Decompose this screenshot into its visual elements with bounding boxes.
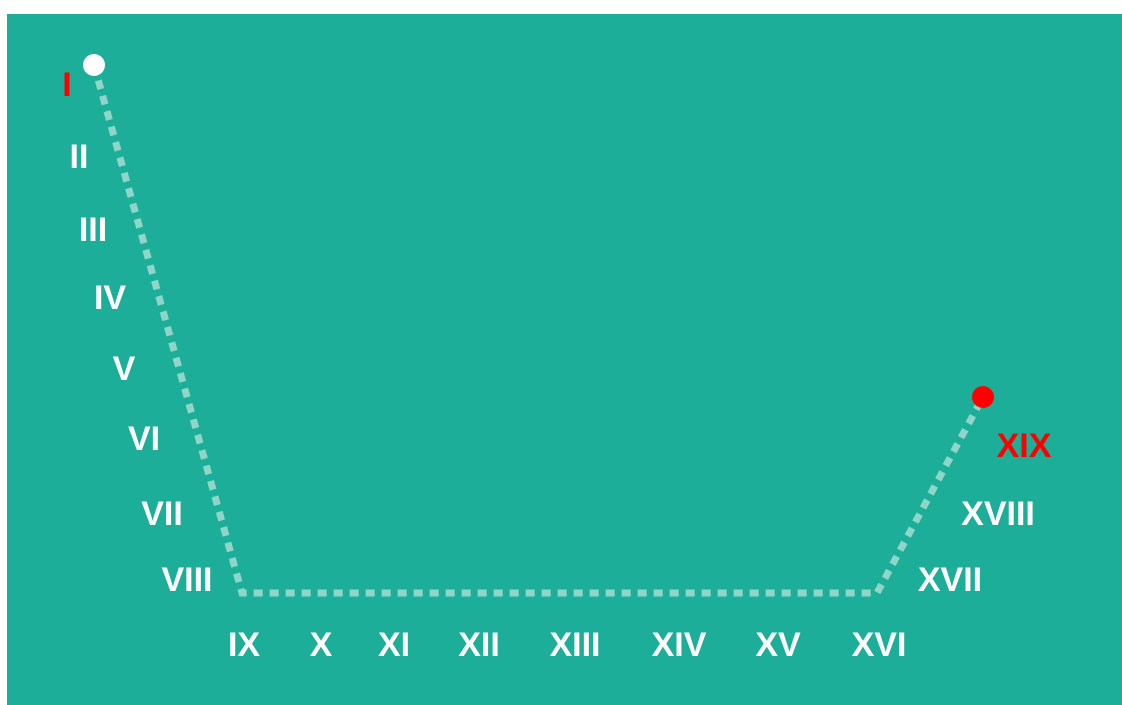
roman-numeral-label: IX: [227, 626, 261, 664]
roman-numeral-label: XI: [377, 626, 411, 664]
roman-numeral-label: XVI: [851, 626, 907, 664]
roman-numeral-label: IV: [93, 279, 127, 317]
roman-numeral-label: XIII: [549, 626, 601, 664]
roman-numeral-label: XIX: [996, 427, 1052, 465]
roman-numeral-label: VI: [127, 420, 161, 458]
roman-numeral-label: I: [62, 66, 72, 104]
end-marker: [972, 386, 994, 408]
roman-numeral-label: VII: [141, 495, 183, 533]
diagram-panel: [7, 14, 1122, 705]
roman-numeral-label: XV: [755, 626, 801, 664]
roman-numeral-label: XII: [458, 626, 500, 664]
roman-numeral-label: VIII: [161, 561, 213, 599]
roman-numeral-label: III: [78, 211, 108, 249]
dotted-path: [90, 64, 987, 597]
roman-numeral-label: X: [309, 626, 333, 664]
diagram-canvas: I II III IV V VI VII VIII IX X XI XII XIII XIV XV XVI XV…: [7, 14, 1122, 705]
roman-numeral-label: XVII: [917, 561, 983, 599]
start-marker: [83, 54, 105, 76]
roman-numeral-label: V: [112, 350, 136, 388]
roman-numeral-label: XVIII: [961, 495, 1035, 533]
roman-numeral-label: II: [69, 138, 89, 176]
roman-numeral-label: XIV: [651, 626, 707, 664]
